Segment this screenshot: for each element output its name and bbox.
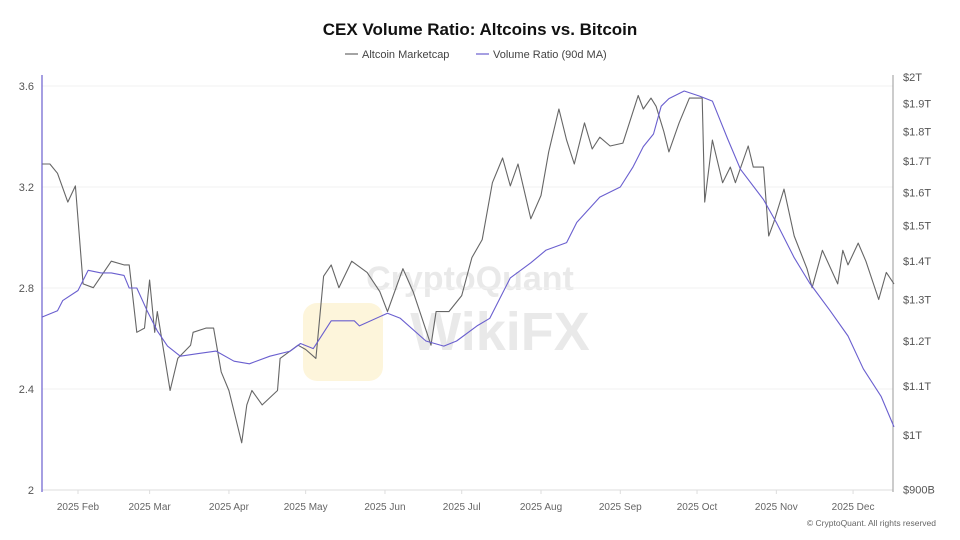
series (41, 90, 895, 444)
x-tick-label: 2025 Sep (599, 502, 642, 513)
left-tick-label: 3.6 (19, 81, 34, 93)
right-tick-label: $1.4T (903, 256, 931, 268)
right-tick-label: $2T (903, 72, 922, 84)
right-tick-label: $1.7T (903, 156, 931, 168)
right-tick-label: $900B (903, 484, 935, 496)
left-tick-label: 2.8 (19, 283, 34, 295)
x-tick-label: 2025 Dec (832, 502, 875, 513)
x-tick-label: 2025 Apr (209, 502, 250, 513)
copyright: © CryptoQuant. All rights reserved (807, 518, 936, 528)
x-tick-label: 2025 Mar (128, 502, 171, 513)
x-tick-label: 2025 Feb (57, 502, 100, 513)
right-axis: $2T $1.9T $1.8T $1.7T $1.6T $1.5T $1.4T $1.3T $1… (903, 72, 935, 496)
legend-altcoin-marketcap[interactable]: Altcoin Marketcap (362, 49, 449, 61)
volume-ratio-line (41, 90, 895, 428)
legend-volume-ratio[interactable]: Volume Ratio (90d MA) (493, 49, 607, 61)
right-tick-label: $1.2T (903, 336, 931, 348)
left-tick-label: 3.2 (19, 182, 34, 194)
left-axis: 2 2.4 2.8 3.2 3.6 (19, 81, 34, 497)
right-tick-label: $1T (903, 430, 922, 442)
wikifx-logo (303, 303, 383, 381)
right-tick-label: $1.8T (903, 126, 931, 138)
x-tick-label: 2025 May (284, 502, 328, 513)
chart-title: CEX Volume Ratio: Altcoins vs. Bitcoin (323, 20, 638, 39)
x-tick-label: 2025 Aug (520, 502, 562, 513)
x-tick-label: 2025 Jul (443, 502, 481, 513)
right-tick-label: $1.6T (903, 187, 931, 199)
left-tick-label: 2.4 (19, 384, 34, 396)
altcoin-marketcap-line (42, 94, 895, 444)
right-tick-label: $1.1T (903, 381, 931, 393)
left-tick-label: 2 (28, 485, 34, 497)
right-tick-label: $1.3T (903, 295, 931, 307)
legend: Altcoin Marketcap Volume Ratio (90d MA) (345, 49, 607, 61)
watermark-wikifx: WikiFX (410, 302, 590, 362)
x-tick-label: 2025 Jun (364, 502, 405, 513)
grid (42, 85, 893, 491)
x-tick-label: 2025 Oct (677, 502, 718, 513)
x-tick-label: 2025 Nov (755, 502, 798, 513)
right-tick-label: $1.5T (903, 221, 931, 233)
x-axis: 2025 Feb 2025 Mar 2025 Apr 2025 May 2025 Jun… (57, 490, 875, 513)
right-tick-label: $1.9T (903, 99, 931, 111)
